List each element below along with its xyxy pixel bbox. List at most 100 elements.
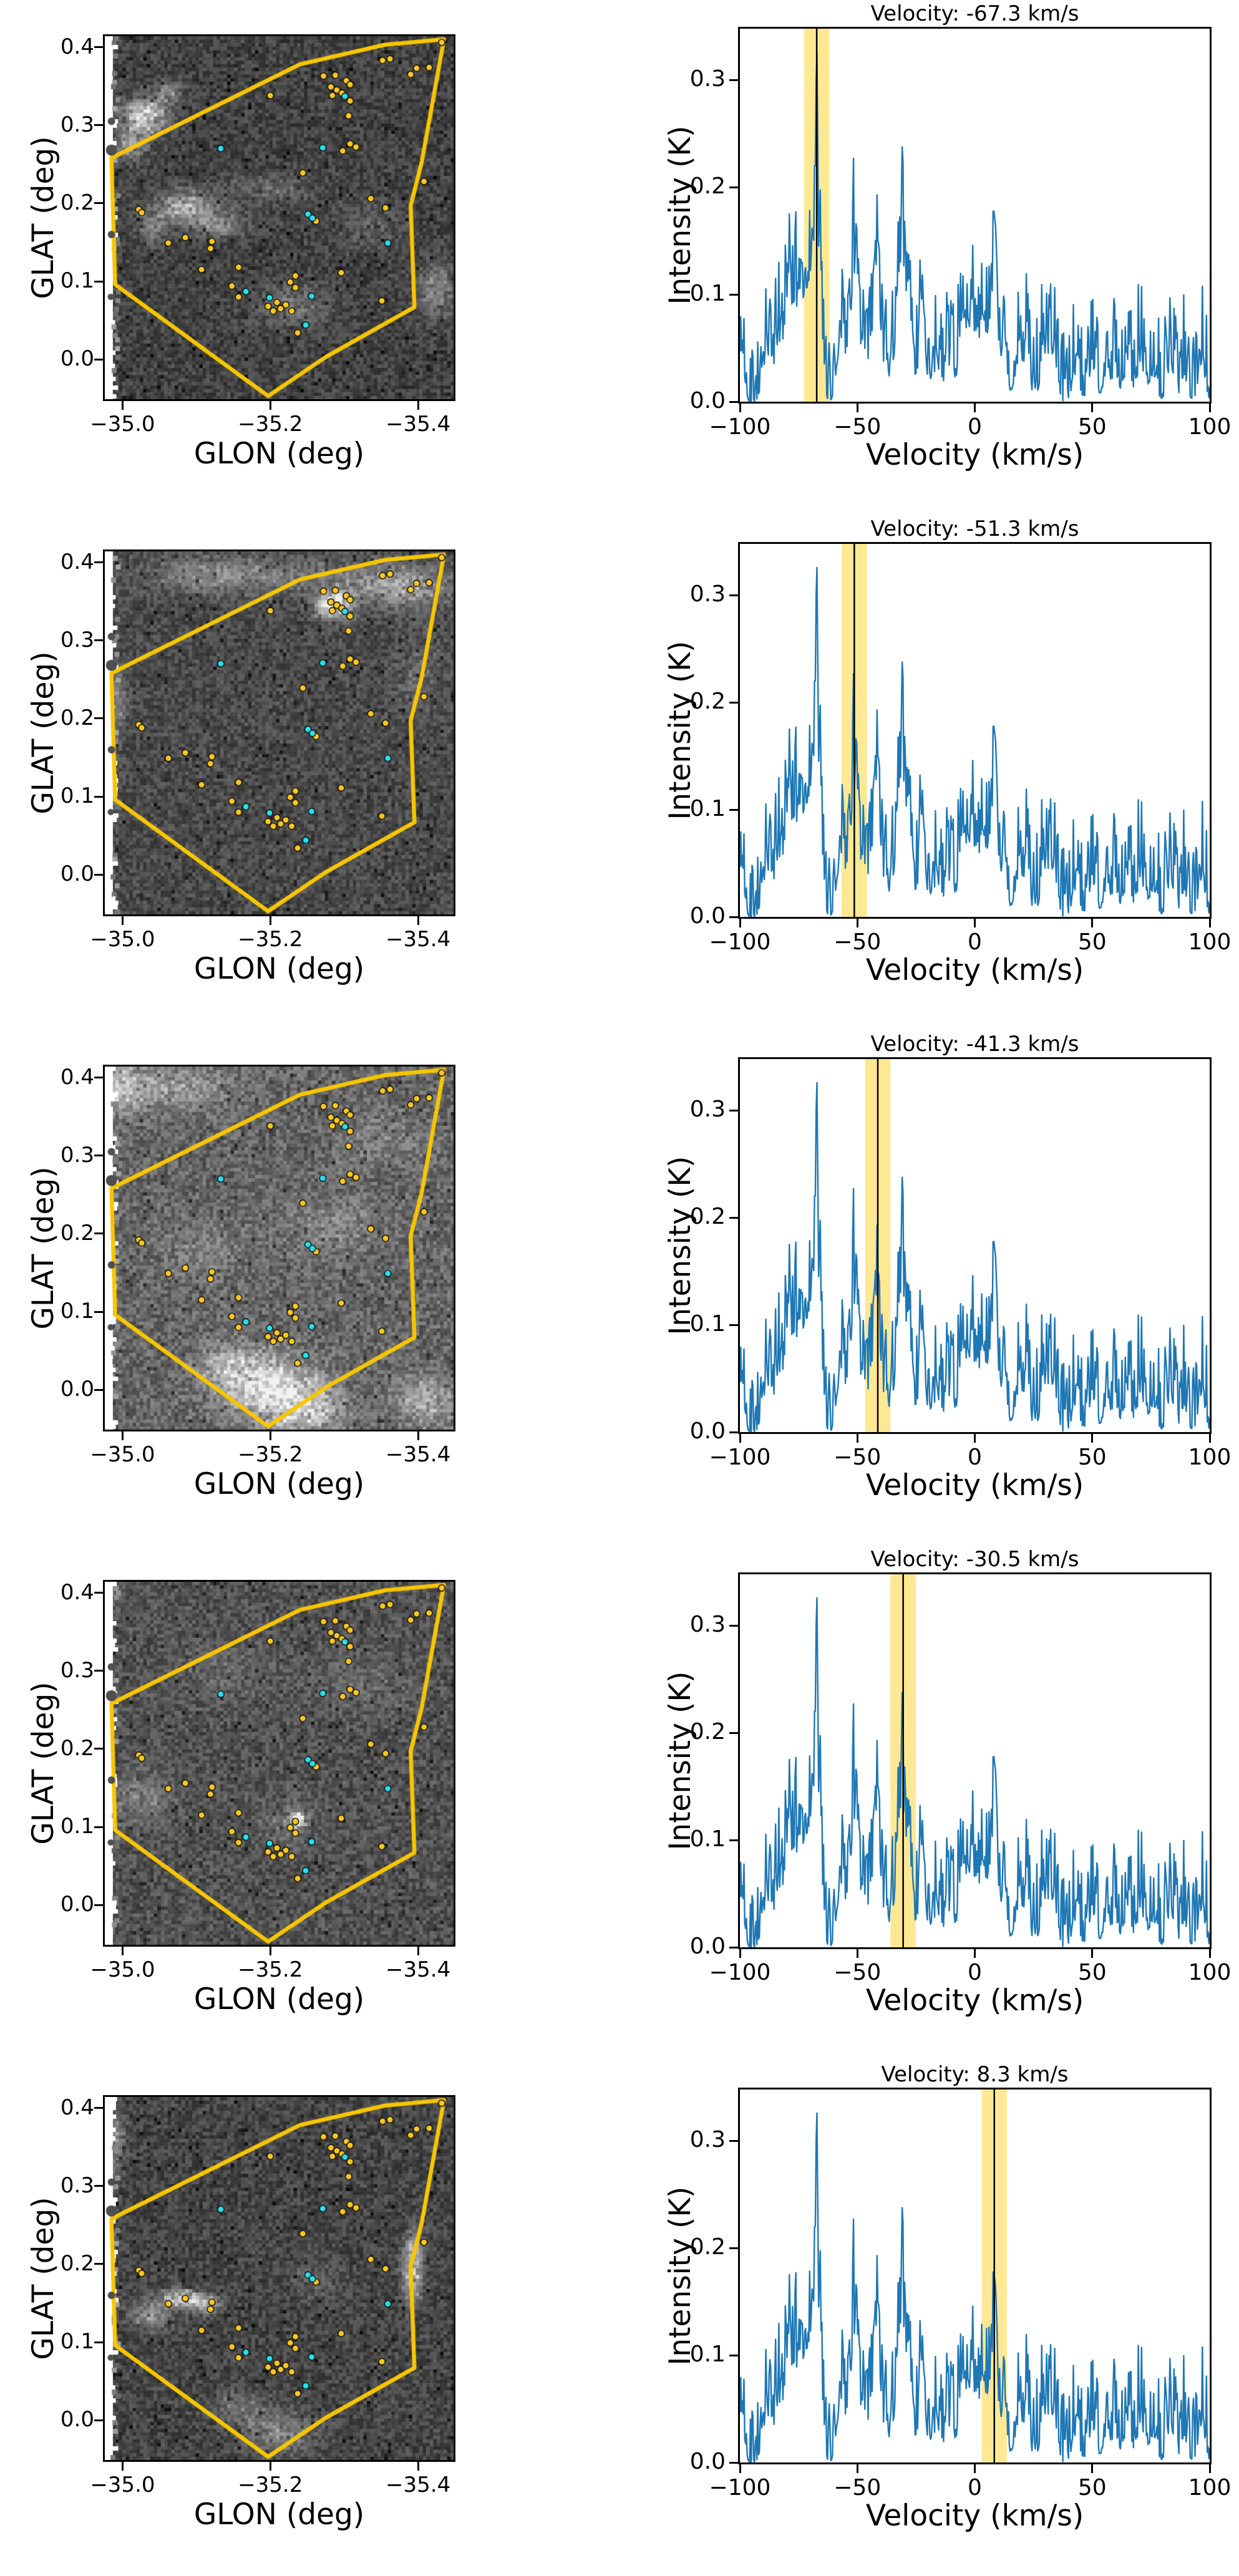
- map-image: [105, 36, 454, 399]
- map-y-tick-label: 0.4: [60, 1064, 94, 1090]
- map-y-tick-mark: [94, 1077, 103, 1079]
- spectrum-x-tick-mark: [1208, 1434, 1211, 1443]
- spectrum-y-tick-label: 0.1: [689, 1826, 726, 1852]
- spectrum-x-tick-label: 0: [968, 414, 982, 440]
- map-x-tick-mark: [417, 2462, 419, 2471]
- map-y-tick-mark: [94, 2185, 103, 2187]
- spectrum-x-tick-mark: [974, 2464, 976, 2473]
- spectrum-title: Velocity: -51.3 km/s: [870, 516, 1079, 541]
- map-x-axis-label: GLON (deg): [193, 1982, 365, 2017]
- map-y-tick-mark: [94, 795, 103, 798]
- spectrum-y-tick-label: 0.0: [689, 903, 726, 929]
- spectrum-x-tick-label: 50: [1077, 2475, 1107, 2501]
- map-y-tick-mark: [94, 124, 103, 127]
- map-image: [105, 1582, 454, 1945]
- map-x-axis-label: GLON (deg): [193, 952, 365, 986]
- spectrum-x-tick-label: 50: [1077, 1445, 1107, 1470]
- spectrum-x-tick-mark: [1091, 1949, 1094, 1958]
- spectrum-y-tick-label: 0.2: [689, 689, 726, 715]
- spectrum-title: Velocity: -67.3 km/s: [870, 1, 1079, 26]
- map-y-tick-label: 0.2: [60, 705, 94, 730]
- spectrum-x-axis-label: Velocity (km/s): [865, 438, 1084, 472]
- spectrum-line: [740, 566, 1210, 917]
- spectrum-y-tick-mark: [729, 2139, 738, 2142]
- spectrum-plot: [738, 542, 1212, 919]
- spectrum-x-tick-mark: [856, 1949, 858, 1958]
- spectrum-svg: [740, 29, 1210, 402]
- spectrum-y-tick-label: 0.1: [689, 1311, 726, 1337]
- map-y-tick-mark: [94, 202, 103, 205]
- spectrum-y-tick-label: 0.2: [689, 2234, 726, 2260]
- map-y-tick-label: 0.1: [60, 268, 94, 293]
- spectrum-svg: [740, 2089, 1210, 2462]
- map-plot: [103, 1065, 455, 1431]
- spectrum-x-tick-mark: [856, 2464, 858, 2473]
- figure-row: GLAT (deg) GLON (deg) Velocity: -67.3 km…: [0, 0, 1239, 515]
- spectrum-x-axis-label: Velocity (km/s): [865, 953, 1084, 987]
- map-image: [105, 1067, 454, 1430]
- spectrum-x-axis-label: Velocity (km/s): [865, 2499, 1084, 2533]
- map-x-tick-mark: [269, 2462, 271, 2471]
- map-y-tick-label: 0.3: [60, 2172, 94, 2198]
- map-x-tick-label: −35.0: [90, 1442, 155, 1467]
- spectrum-y-tick-mark: [729, 701, 738, 704]
- spectrum-svg: [740, 1059, 1210, 1432]
- spectrum-y-tick-label: 0.1: [689, 796, 726, 822]
- map-y-tick-label: 0.2: [60, 1220, 94, 1246]
- spectrum-x-tick-mark: [974, 919, 976, 927]
- spectrum-y-tick-label: 0.0: [689, 2449, 726, 2474]
- map-y-tick-mark: [94, 2263, 103, 2265]
- spectrum-x-tick-label: 0: [968, 1445, 982, 1470]
- map-x-tick-label: −35.0: [90, 2472, 155, 2497]
- map-y-tick-mark: [94, 639, 103, 642]
- map-x-tick-label: −35.4: [386, 1957, 451, 1982]
- spectrum-y-tick-mark: [729, 808, 738, 811]
- map-x-tick-mark: [121, 1947, 124, 1955]
- map-y-tick-mark: [94, 561, 103, 564]
- map-y-tick-label: 0.0: [60, 861, 94, 887]
- spectrum-x-axis-label: Velocity (km/s): [865, 1468, 1084, 1503]
- spectrum-y-tick-label: 0.3: [689, 2127, 726, 2153]
- map-x-tick-mark: [121, 916, 124, 925]
- map-x-tick-mark: [121, 1431, 124, 1440]
- map-x-tick-mark: [417, 1431, 419, 1440]
- map-y-axis-label: GLAT (deg): [26, 651, 61, 815]
- spectrum-x-tick-mark: [974, 404, 976, 412]
- map-y-tick-label: 0.1: [60, 2329, 94, 2354]
- spectrum-y-tick-mark: [729, 1431, 738, 1433]
- map-y-tick-mark: [94, 2341, 103, 2343]
- spectrum-y-tick-mark: [729, 594, 738, 596]
- map-x-tick-mark: [269, 1947, 271, 1955]
- map-x-tick-mark: [417, 401, 419, 410]
- spectrum-y-tick-label: 0.3: [689, 66, 726, 92]
- map-plot: [103, 550, 455, 916]
- spectrum-x-tick-label: 100: [1188, 1445, 1232, 1470]
- spectrum-y-tick-label: 0.1: [689, 281, 726, 307]
- spectrum-y-tick-mark: [729, 1624, 738, 1627]
- spectrum-plot: [738, 1057, 1212, 1434]
- spectrum-title: Velocity: -41.3 km/s: [870, 1032, 1079, 1057]
- spectrum-y-tick-mark: [729, 1731, 738, 1734]
- map-plot: [103, 2095, 455, 2462]
- map-y-tick-mark: [94, 1388, 103, 1391]
- spectrum-y-tick-mark: [729, 2354, 738, 2356]
- map-y-axis-label: GLAT (deg): [26, 136, 61, 299]
- spectrum-title: Velocity: 8.3 km/s: [881, 2062, 1069, 2087]
- spectrum-x-tick-mark: [739, 1949, 741, 1958]
- spectrum-x-tick-label: −50: [833, 1445, 882, 1470]
- spectrum-x-tick-mark: [739, 1434, 741, 1443]
- spectrum-y-tick-mark: [729, 400, 738, 403]
- spectrum-line: [740, 1082, 1210, 1432]
- spectrum-x-tick-label: 50: [1077, 929, 1107, 955]
- spectrum-y-tick-mark: [729, 1324, 738, 1326]
- spectrum-x-tick-mark: [1208, 2464, 1211, 2473]
- map-y-tick-label: 0.1: [60, 1299, 94, 1324]
- map-y-tick-label: 0.1: [60, 1814, 94, 1839]
- map-y-tick-label: 0.0: [60, 346, 94, 372]
- spectrum-x-tick-mark: [739, 919, 741, 927]
- spectrum-y-tick-mark: [729, 2461, 738, 2464]
- map-x-tick-mark: [121, 2462, 124, 2471]
- spectrum-y-tick-mark: [729, 293, 738, 296]
- spectrum-y-tick-label: 0.0: [689, 1934, 726, 1959]
- spectrum-y-tick-mark: [729, 1216, 738, 1219]
